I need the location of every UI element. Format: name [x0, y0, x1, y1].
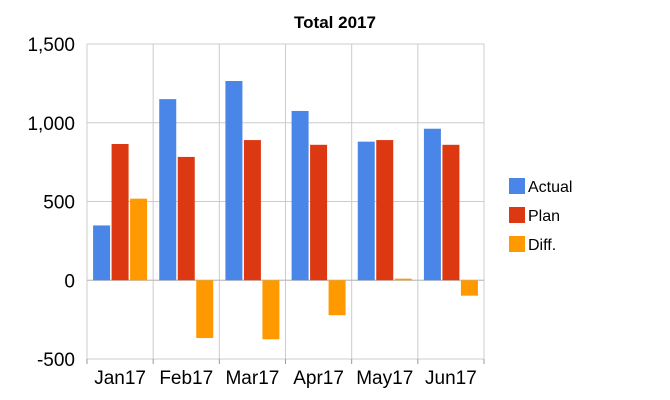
legend-label: Actual	[528, 179, 572, 196]
y-tick-label: 1,500	[27, 35, 75, 56]
bar-actual-jan17	[93, 225, 111, 281]
legend-swatch	[509, 207, 525, 223]
bar-actual-feb17	[159, 99, 177, 281]
legend-swatch	[509, 178, 525, 194]
bar-diff-may17	[394, 278, 412, 281]
axis-layer: -500 0 500 1,000 1,500 Jan17 Feb17 Mar17 Apr17 Ma…	[27, 35, 485, 389]
bars-layer	[93, 81, 478, 340]
bar-plan-feb17	[177, 156, 195, 281]
x-tick-label: Apr17	[293, 368, 344, 389]
y-tick-label: 500	[43, 193, 75, 214]
x-tick-label: Jan17	[94, 368, 146, 389]
bar-actual-may17	[357, 141, 375, 281]
x-tick-label: Mar17	[225, 368, 279, 389]
y-tick-label: 0	[64, 271, 75, 292]
bar-plan-may17	[376, 140, 394, 281]
y-tick-label: -500	[37, 350, 75, 371]
bar-diff-feb17	[196, 280, 214, 339]
bar-actual-mar17	[225, 81, 243, 281]
bar-diff-jun17	[460, 280, 478, 296]
bar-diff-jan17	[130, 198, 148, 281]
legend-label: Plan	[528, 208, 560, 225]
legend-label: Diff.	[528, 237, 556, 254]
bar-diff-mar17	[262, 280, 280, 340]
bar-actual-apr17	[291, 110, 309, 281]
bar-plan-jan17	[111, 144, 129, 281]
y-tick-label: 1,000	[27, 114, 75, 135]
x-tick-label: Jun17	[425, 368, 477, 389]
x-tick-label: May17	[356, 368, 413, 389]
grid-layer	[86, 43, 485, 360]
bar-plan-jun17	[442, 144, 460, 281]
bar-plan-mar17	[243, 140, 261, 281]
legend-swatch	[509, 236, 525, 252]
bar-actual-jun17	[423, 128, 441, 281]
legend: Actual Plan Diff.	[509, 178, 572, 254]
bar-plan-apr17	[310, 144, 328, 281]
x-tick-label: Feb17	[159, 368, 213, 389]
chart-title: Total 2017	[294, 13, 376, 32]
bar-diff-apr17	[328, 280, 346, 316]
